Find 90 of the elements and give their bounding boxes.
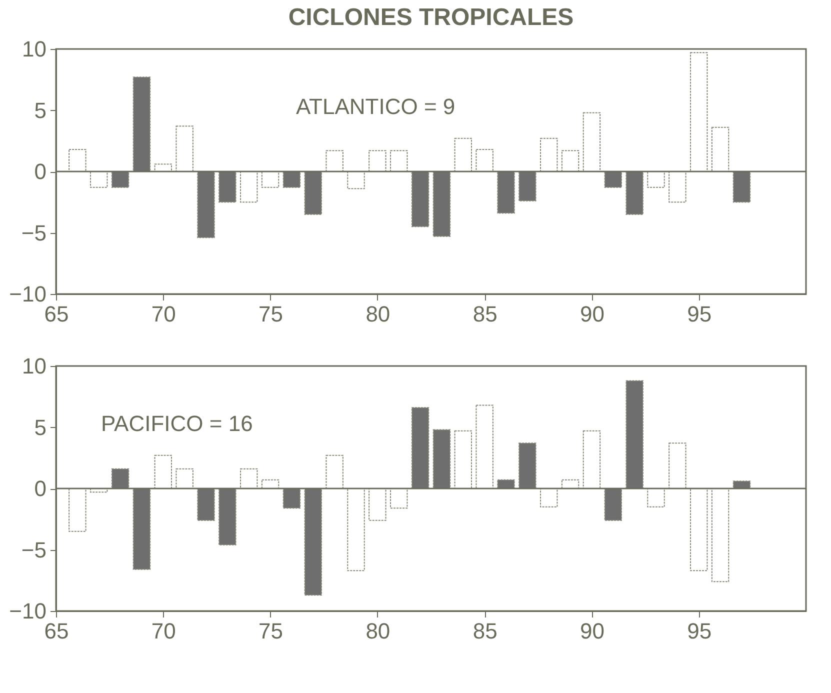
chart-title: CICLONES TROPICALES	[288, 4, 574, 31]
bar	[240, 468, 258, 489]
bar	[282, 171, 301, 188]
x-tick-label: 85	[472, 618, 498, 644]
bar	[218, 488, 236, 546]
y-tick-label: 10	[22, 36, 46, 62]
x-tick-label: 65	[44, 302, 69, 326]
bar	[604, 171, 622, 188]
x-tick-label: 65	[44, 618, 69, 644]
y-tick-label: 10	[22, 354, 46, 378]
bar	[368, 488, 386, 521]
y-tick-label: 5	[34, 98, 46, 123]
bar	[154, 164, 172, 172]
bar	[176, 126, 194, 172]
bar	[261, 171, 280, 188]
bar	[390, 150, 408, 172]
annotation: ATLANTICO = 9	[296, 94, 456, 119]
bar	[154, 454, 172, 489]
bar	[282, 488, 301, 509]
x-tick-label: 70	[151, 302, 176, 326]
bar	[647, 488, 665, 508]
bar	[690, 52, 708, 172]
y-tick-label: −10	[9, 282, 46, 306]
bar	[68, 488, 86, 532]
bar	[711, 126, 730, 172]
bar	[411, 171, 430, 228]
bar	[497, 171, 515, 214]
bar	[90, 171, 108, 188]
bar	[432, 429, 451, 489]
bar	[518, 171, 536, 202]
bar	[668, 442, 686, 489]
bar	[497, 479, 515, 489]
bar	[176, 468, 194, 489]
bar	[561, 150, 580, 172]
x-tick-label: 70	[151, 618, 176, 644]
bar	[732, 480, 751, 489]
bar	[390, 488, 408, 509]
x-tick-label: 80	[366, 302, 390, 326]
bar	[326, 150, 344, 172]
x-tick-label: 90	[580, 618, 604, 644]
bar	[540, 488, 558, 508]
bar	[518, 442, 536, 489]
x-tick-label: 80	[366, 618, 390, 644]
x-tick-label: 90	[580, 302, 604, 326]
bar	[132, 488, 151, 570]
bar	[261, 479, 280, 489]
bar	[626, 171, 644, 215]
bar	[711, 488, 730, 582]
bar	[111, 468, 130, 489]
y-tick-label: 0	[34, 476, 46, 501]
bar	[647, 171, 665, 188]
y-tick-label: −5	[21, 537, 46, 562]
y-tick-label: −10	[9, 598, 46, 624]
bar	[68, 148, 86, 172]
bar	[218, 171, 236, 203]
bar	[132, 76, 151, 172]
bar	[197, 171, 215, 238]
bar	[476, 148, 494, 172]
bar	[240, 171, 258, 203]
bar	[668, 171, 686, 203]
bar	[432, 171, 451, 237]
bar	[540, 138, 558, 172]
bar	[582, 430, 601, 489]
x-tick-label: 75	[258, 302, 284, 326]
bar	[454, 430, 472, 489]
bar	[626, 380, 644, 489]
bar	[304, 171, 322, 215]
bar	[690, 488, 708, 572]
bar	[411, 407, 430, 489]
y-tick-label: −5	[21, 220, 46, 246]
x-tick-label: 75	[258, 618, 284, 644]
bar	[476, 404, 494, 489]
bar	[732, 171, 751, 203]
bar	[347, 171, 365, 190]
x-tick-label: 95	[687, 618, 712, 644]
bar	[454, 138, 472, 172]
bar	[582, 112, 601, 172]
annotation: PACIFICO = 16	[101, 411, 253, 436]
y-tick-label: 0	[34, 159, 46, 184]
y-tick-label: 5	[34, 414, 46, 440]
bar	[304, 488, 322, 596]
x-tick-label: 85	[472, 302, 498, 326]
bar	[347, 488, 365, 572]
bar	[561, 479, 580, 489]
bar	[326, 454, 344, 489]
bar	[604, 488, 622, 521]
bar	[111, 171, 130, 188]
bar	[368, 150, 386, 172]
bar	[197, 488, 215, 521]
x-tick-label: 95	[687, 302, 712, 326]
